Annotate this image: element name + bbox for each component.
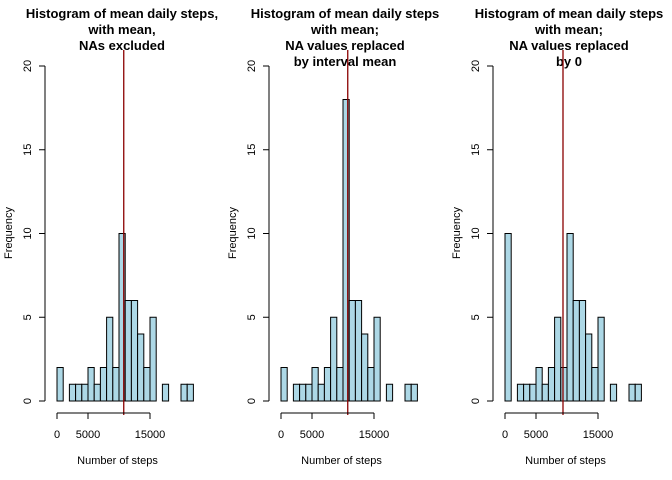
y-axis-label: Frequency	[3, 207, 15, 259]
y-axis-label: Frequency	[227, 207, 239, 259]
y-tick-label: 10	[470, 227, 482, 239]
histogram-panel-1: Histogram of mean daily steps,with mean,…	[3, 6, 218, 467]
y-tick-label: 0	[246, 398, 258, 404]
x-tick-label: 0	[502, 429, 508, 441]
x-axis-label: Number of steps	[77, 455, 158, 467]
x-tick-label: 0	[278, 429, 284, 441]
histogram-bar	[361, 333, 369, 402]
histogram-bar	[591, 367, 599, 402]
histogram-bar	[348, 300, 356, 402]
histogram-bar	[330, 316, 338, 402]
histogram-bar	[317, 383, 325, 402]
histogram-bar	[535, 367, 543, 402]
y-tick-label: 15	[246, 144, 258, 156]
chart-title-line: by interval mean	[294, 54, 397, 69]
chart-title-line: NAs excluded	[79, 38, 165, 53]
y-tick-label: 20	[246, 60, 258, 72]
histogram-bar	[99, 367, 108, 402]
y-tick-label: 5	[22, 314, 34, 320]
chart-title-line: by 0	[556, 54, 582, 69]
histogram-bar	[560, 367, 568, 402]
y-tick-label: 0	[470, 398, 482, 404]
histogram-bar	[572, 300, 580, 402]
histogram-bar	[280, 367, 288, 402]
histogram-bar	[566, 233, 574, 402]
histogram-bar	[554, 316, 562, 402]
histogram-bar	[609, 383, 618, 402]
histogram-bar	[186, 383, 194, 402]
histogram-bar	[367, 367, 375, 402]
histogram-bar	[541, 383, 549, 402]
chart-title-line: with mean,	[87, 22, 155, 37]
histogram-bar	[292, 383, 301, 402]
histogram-bar	[81, 383, 89, 402]
y-tick-label: 20	[22, 60, 34, 72]
histogram-bar	[516, 383, 525, 402]
histogram-bar	[106, 316, 114, 402]
histogram-bar	[585, 333, 593, 402]
histogram-bar	[149, 316, 157, 402]
histogram-bar	[180, 383, 188, 402]
y-tick-label: 15	[22, 144, 34, 156]
histogram-bar	[93, 383, 101, 402]
y-tick-label: 0	[22, 398, 34, 404]
x-tick-label: 15000	[583, 429, 614, 441]
y-tick-label: 15	[470, 144, 482, 156]
x-tick-label: 15000	[135, 429, 166, 441]
histogram-bar	[336, 367, 344, 402]
y-tick-label: 10	[22, 227, 34, 239]
histogram-bar	[143, 367, 151, 402]
histogram-bar	[634, 383, 642, 402]
chart-title-line: NA values replaced	[285, 38, 405, 53]
histogram-bar	[523, 383, 531, 402]
y-tick-label: 5	[246, 314, 258, 320]
histogram-bar	[404, 383, 412, 402]
histogram-bar	[56, 367, 64, 402]
histogram-bar	[628, 383, 636, 402]
chart-title-line: Histogram of mean daily steps	[251, 6, 440, 21]
histogram-bar	[137, 333, 145, 402]
histogram-bar	[75, 383, 83, 402]
histogram-bar	[547, 367, 556, 402]
histogram-bar	[68, 383, 77, 402]
x-tick-label: 5000	[76, 429, 100, 441]
histogram-bar	[373, 316, 381, 402]
y-axis-label: Frequency	[451, 207, 463, 259]
chart-title-line: NA values replaced	[509, 38, 629, 53]
chart-title-line: Histogram of mean daily steps	[475, 6, 664, 21]
histogram-bar	[305, 383, 313, 402]
histogram-bar	[529, 383, 537, 402]
histogram-bar	[130, 300, 139, 402]
chart-title-line: Histogram of mean daily steps,	[26, 6, 218, 21]
x-tick-label: 0	[54, 429, 60, 441]
y-tick-label: 5	[470, 314, 482, 320]
histogram-bar	[504, 233, 512, 402]
histogram-bar	[87, 367, 95, 402]
histogram-bar	[311, 367, 319, 402]
histogram-bar	[161, 383, 170, 402]
histogram-bar	[410, 383, 418, 402]
histogram-bar	[385, 383, 394, 402]
histogram-bar	[354, 300, 363, 402]
chart-title-line: with mean;	[310, 22, 379, 37]
histogram-bar	[597, 316, 605, 402]
x-axis-label: Number of steps	[301, 455, 382, 467]
histogram-bar	[112, 367, 120, 402]
histogram-bar	[124, 300, 132, 402]
histogram-bar	[578, 300, 587, 402]
histogram-bar	[323, 367, 332, 402]
x-tick-label: 5000	[524, 429, 548, 441]
x-tick-label: 5000	[300, 429, 324, 441]
x-axis-label: Number of steps	[525, 455, 606, 467]
histogram-bar	[299, 383, 307, 402]
x-tick-label: 15000	[359, 429, 390, 441]
histogram-bar	[342, 99, 350, 402]
y-tick-label: 10	[246, 227, 258, 239]
chart-title-line: with mean;	[534, 22, 603, 37]
y-tick-label: 20	[470, 60, 482, 72]
